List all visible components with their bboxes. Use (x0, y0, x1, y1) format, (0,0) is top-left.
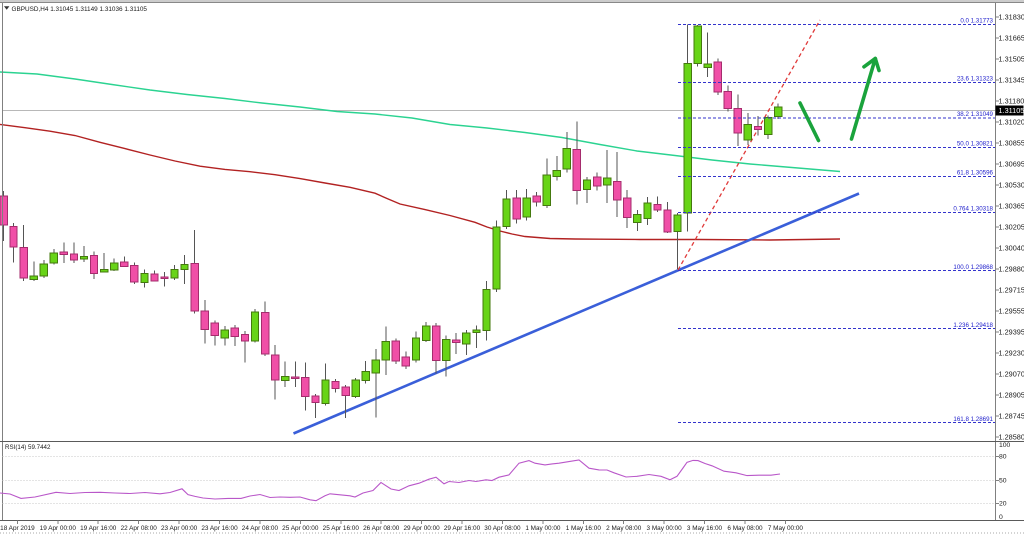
svg-text:161.8 1.28691: 161.8 1.28691 (953, 416, 993, 423)
svg-text:1.31830: 1.31830 (999, 13, 1024, 22)
svg-text:25 Apr 00:00: 25 Apr 00:00 (282, 525, 319, 532)
svg-text:1.28745: 1.28745 (999, 412, 1024, 421)
svg-text:1.29070: 1.29070 (999, 370, 1024, 379)
svg-text:0: 0 (999, 514, 1003, 521)
svg-text:100: 100 (999, 442, 1011, 449)
svg-text:100.0 1.29868: 100.0 1.29868 (953, 264, 993, 271)
svg-text:1.29555: 1.29555 (999, 307, 1024, 316)
svg-text:1.29230: 1.29230 (999, 349, 1024, 358)
svg-text:29 Apr 00:00: 29 Apr 00:00 (403, 525, 440, 532)
svg-text:6 May 08:00: 6 May 08:00 (727, 525, 763, 532)
svg-text:26 Apr 08:00: 26 Apr 08:00 (363, 525, 400, 532)
svg-text:1.30855: 1.30855 (999, 139, 1024, 148)
svg-text:1.29395: 1.29395 (999, 328, 1024, 337)
svg-text:1.30695: 1.30695 (999, 160, 1024, 169)
svg-text:1.30205: 1.30205 (999, 223, 1024, 232)
svg-text:1.31345: 1.31345 (999, 76, 1024, 85)
svg-text:38.2 1.31049: 38.2 1.31049 (957, 111, 994, 118)
svg-text:1.30040: 1.30040 (999, 244, 1024, 253)
svg-text:1.30365: 1.30365 (999, 202, 1024, 211)
svg-text:18 Apr 2019: 18 Apr 2019 (0, 525, 35, 532)
svg-text:29 Apr 16:00: 29 Apr 16:00 (444, 525, 481, 532)
svg-text:RSI(14) 59.7442: RSI(14) 59.7442 (5, 444, 51, 451)
svg-text:1.28580: 1.28580 (999, 433, 1024, 442)
svg-text:GBPUSD,H4 1.31045 1.31149 1.3: GBPUSD,H4 1.31045 1.31149 1.31036 1.3110… (12, 6, 148, 13)
svg-text:1.31665: 1.31665 (999, 34, 1024, 43)
svg-text:1.30530: 1.30530 (999, 181, 1024, 190)
svg-text:19 Apr 00:00: 19 Apr 00:00 (40, 525, 77, 532)
svg-text:3 May 16:00: 3 May 16:00 (687, 525, 723, 532)
svg-text:1 May 00:00: 1 May 00:00 (525, 525, 561, 532)
svg-text:19 Apr 16:00: 19 Apr 16:00 (80, 525, 117, 532)
svg-text:3 May 00:00: 3 May 00:00 (647, 525, 683, 532)
svg-text:23 Apr 00:00: 23 Apr 00:00 (161, 525, 198, 532)
svg-text:24 Apr 08:00: 24 Apr 08:00 (242, 525, 279, 532)
svg-text:23.6 1.31323: 23.6 1.31323 (957, 76, 994, 83)
svg-text:50.0 1.30821: 50.0 1.30821 (957, 141, 994, 148)
svg-text:1.31505: 1.31505 (999, 55, 1024, 64)
svg-text:1.31180: 1.31180 (999, 97, 1024, 106)
svg-text:22 Apr 08:00: 22 Apr 08:00 (121, 525, 158, 532)
svg-text:30 Apr 08:00: 30 Apr 08:00 (484, 525, 521, 532)
svg-text:1.28905: 1.28905 (999, 391, 1024, 400)
svg-text:23 Apr 16:00: 23 Apr 16:00 (201, 525, 238, 532)
svg-text:1.236 1.29418: 1.236 1.29418 (953, 322, 993, 329)
svg-text:1.29715: 1.29715 (999, 286, 1024, 295)
svg-text:1.31020: 1.31020 (999, 118, 1024, 127)
svg-text:25 Apr 16:00: 25 Apr 16:00 (323, 525, 360, 532)
svg-text:61.8 1.30596: 61.8 1.30596 (957, 170, 994, 177)
svg-text:0.0 1.31773: 0.0 1.31773 (960, 18, 993, 25)
svg-text:80: 80 (999, 454, 1007, 461)
svg-text:7 May 00:00: 7 May 00:00 (768, 525, 804, 532)
svg-text:50: 50 (999, 478, 1007, 485)
svg-text:1 May 16:00: 1 May 16:00 (566, 525, 602, 532)
svg-text:1.31105: 1.31105 (999, 106, 1024, 115)
svg-text:0.764 1.30318: 0.764 1.30318 (953, 206, 993, 213)
svg-text:2 May 08:00: 2 May 08:00 (606, 525, 642, 532)
svg-text:20: 20 (999, 501, 1007, 508)
svg-text:1.29880: 1.29880 (999, 265, 1024, 274)
